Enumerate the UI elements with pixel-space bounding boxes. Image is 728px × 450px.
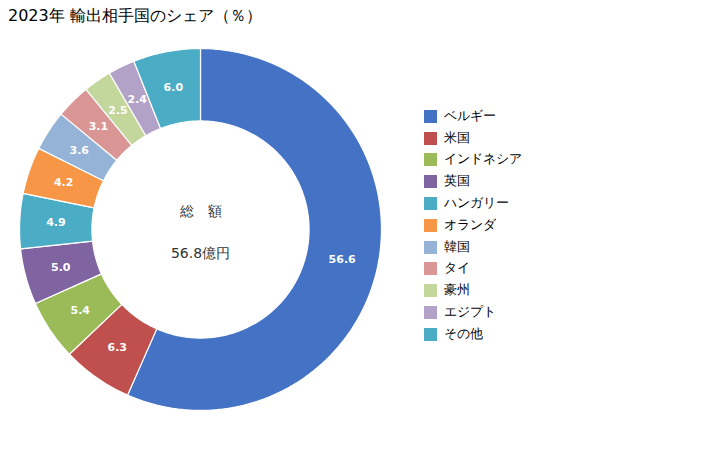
- svg-text:3.1: 3.1: [89, 120, 109, 133]
- html-text:ベルギー: ベルギー: [443, 107, 496, 123]
- svg-text:4.9: 4.9: [46, 216, 66, 229]
- html-text:オランダ: オランダ: [443, 216, 496, 232]
- svg-text:6.0: 6.0: [164, 81, 184, 94]
- svg-text:5.4: 5.4: [71, 304, 91, 317]
- html-text:タイ: タイ: [443, 260, 470, 276]
- svg-text:5.0: 5.0: [51, 261, 71, 274]
- html-text:インドネシア: インドネシア: [443, 151, 522, 167]
- svg-text:3.6: 3.6: [70, 144, 90, 157]
- html-text:米国: 米国: [443, 129, 470, 145]
- html-text:2023年 輸出相手国のシェア（％）: 2023年 輸出相手国のシェア（％）: [8, 6, 262, 25]
- svg-text:4.2: 4.2: [54, 176, 74, 189]
- html-text:ハンガリー: ハンガリー: [443, 195, 509, 210]
- html-text:韓国: 韓国: [443, 238, 470, 254]
- svg-text:56.8億円: 56.8億円: [171, 245, 230, 261]
- svg-text:総 額: 総 額: [179, 203, 222, 219]
- svg-text:2.4: 2.4: [127, 93, 147, 106]
- svg-text:56.6: 56.6: [329, 253, 356, 266]
- svg-text:2.5: 2.5: [108, 104, 128, 117]
- html-text:エジプト: エジプト: [443, 304, 496, 319]
- svg-text:6.3: 6.3: [108, 341, 128, 354]
- html-text:その他: その他: [443, 325, 483, 341]
- html-text:豪州: 豪州: [443, 282, 470, 298]
- html-text:英国: 英国: [443, 173, 470, 189]
